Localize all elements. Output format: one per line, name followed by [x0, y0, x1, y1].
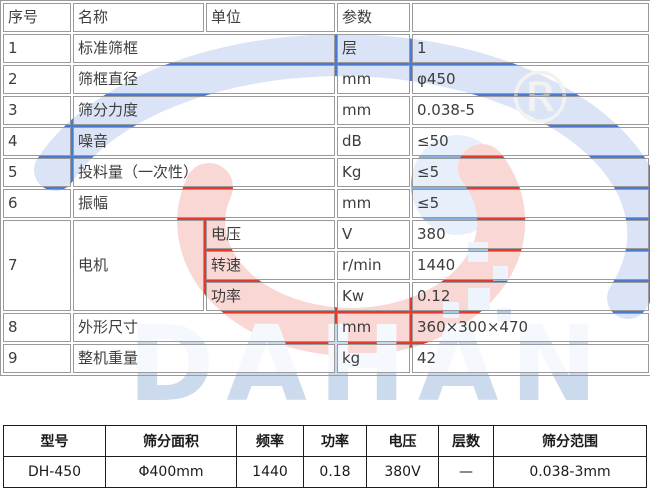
table-row: 6 振幅 mm ≤5 — [3, 189, 649, 218]
summary-value-area: Φ400mm — [105, 456, 237, 488]
table-row: 8 外形尺寸 mm 360×300×470 — [3, 313, 649, 342]
row-value: φ450 — [412, 65, 649, 94]
row-name: 电机 — [73, 220, 204, 311]
row-no: 8 — [3, 313, 71, 342]
row-value: 380 — [412, 220, 649, 249]
row-value: 0.12 — [412, 282, 649, 311]
row-value: ≤50 — [412, 127, 649, 156]
col-header-param: 参数 — [337, 3, 410, 32]
row-unit: Kw — [337, 282, 410, 311]
row-unit: kg — [337, 344, 410, 373]
row-value: 1440 — [412, 251, 649, 280]
table-row: 2 筛框直径 mm φ450 — [3, 65, 649, 94]
row-no: 7 — [3, 220, 71, 311]
row-name: 整机重量 — [73, 344, 335, 373]
row-unit: mm — [337, 313, 410, 342]
row-value: ≤5 — [412, 158, 649, 187]
table-row-motor-sub: 功率 Kw 0.12 — [3, 282, 649, 311]
summary-value-model: DH-450 — [3, 456, 106, 488]
summary-header-area: 筛分面积 — [105, 425, 237, 457]
row-name: 标准筛框 — [73, 34, 335, 63]
model-summary-table: 型号 筛分面积 频率 功率 电压 层数 筛分范围 DH-450 Φ400mm 1… — [3, 425, 647, 488]
row-subname: 功率 — [206, 282, 335, 311]
summary-value-voltage: 380V — [366, 456, 439, 488]
row-no: 6 — [3, 189, 71, 218]
col-header-spacer — [412, 3, 649, 32]
table-row: 3 筛分力度 mm 0.038-5 — [3, 96, 649, 125]
row-unit: mm — [337, 96, 410, 125]
row-unit: mm — [337, 189, 410, 218]
table-row-motor-sub: 转速 r/min 1440 — [3, 251, 649, 280]
row-name: 投料量（一次性） — [73, 158, 335, 187]
row-unit: dB — [337, 127, 410, 156]
row-unit: 层 — [337, 34, 410, 63]
summary-header-row: 型号 筛分面积 频率 功率 电压 层数 筛分范围 — [3, 425, 647, 457]
row-subname: 电压 — [206, 220, 335, 249]
table-row: 1 标准筛框 层 1 — [3, 34, 649, 63]
row-subname: 转速 — [206, 251, 335, 280]
row-unit: Kg — [337, 158, 410, 187]
row-unit: V — [337, 220, 410, 249]
summary-value-frequency: 1440 — [236, 456, 304, 488]
summary-header-power: 功率 — [303, 425, 367, 457]
row-no: 5 — [3, 158, 71, 187]
row-value: 360×300×470 — [412, 313, 649, 342]
summary-value-row: DH-450 Φ400mm 1440 0.18 380V — 0.038-3mm — [3, 456, 647, 488]
row-unit: mm — [337, 65, 410, 94]
row-name: 外形尺寸 — [73, 313, 335, 342]
summary-header-range: 筛分范围 — [493, 425, 647, 457]
summary-value-power: 0.18 — [303, 456, 367, 488]
row-value: ≤5 — [412, 189, 649, 218]
parameter-table: 序号 名称 单位 参数 1 标准筛框 层 1 2 筛框直径 mm φ450 3 … — [0, 0, 650, 376]
row-unit: r/min — [337, 251, 410, 280]
summary-header-layers: 层数 — [438, 425, 494, 457]
row-value: 0.038-5 — [412, 96, 649, 125]
table-row: 9 整机重量 kg 42 — [3, 344, 649, 373]
table-row: 5 投料量（一次性） Kg ≤5 — [3, 158, 649, 187]
summary-value-layers: — — [438, 456, 494, 488]
row-no: 4 — [3, 127, 71, 156]
table-row-motor: 7 电机 电压 V 380 — [3, 220, 649, 311]
table-row: 4 噪音 dB ≤50 — [3, 127, 649, 156]
row-value: 1 — [412, 34, 649, 63]
row-name: 噪音 — [73, 127, 335, 156]
summary-header-voltage: 电压 — [366, 425, 439, 457]
row-value: 42 — [412, 344, 649, 373]
row-no: 3 — [3, 96, 71, 125]
row-name: 振幅 — [73, 189, 335, 218]
col-header-unit: 单位 — [206, 3, 335, 32]
row-no: 1 — [3, 34, 71, 63]
summary-header-frequency: 频率 — [236, 425, 304, 457]
row-no: 9 — [3, 344, 71, 373]
col-header-no: 序号 — [3, 3, 71, 32]
col-header-name: 名称 — [73, 3, 204, 32]
row-no: 2 — [3, 65, 71, 94]
row-name: 筛分力度 — [73, 96, 335, 125]
summary-header-model: 型号 — [3, 425, 106, 457]
row-name: 筛框直径 — [73, 65, 335, 94]
summary-value-range: 0.038-3mm — [493, 456, 647, 488]
header-row: 序号 名称 单位 参数 — [3, 3, 649, 32]
